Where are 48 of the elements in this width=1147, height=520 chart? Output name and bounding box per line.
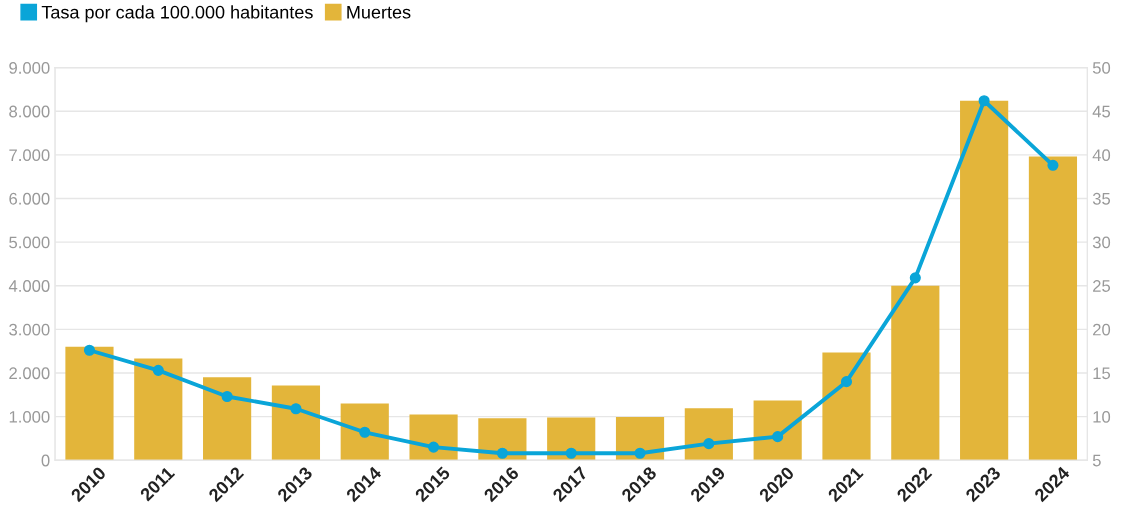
y-tick-label: 1.000 — [9, 410, 50, 423]
y2-tick-label: 15 — [1093, 367, 1111, 380]
y-tick-label: 7.000 — [9, 149, 50, 162]
legend-label: Muertes — [347, 5, 411, 19]
point — [359, 426, 371, 438]
y2-tick-label: 30 — [1092, 236, 1111, 249]
y-tick-label: 4.000 — [8, 280, 50, 292]
bar — [684, 408, 733, 461]
bar — [203, 377, 252, 461]
bar — [134, 358, 183, 461]
y-tick-label: 9.000 — [9, 62, 50, 74]
y-tick-label: 3.000 — [9, 323, 50, 336]
y2-tick-label: 50 — [1092, 62, 1111, 74]
y-tick-label: 2.000 — [9, 367, 50, 380]
point — [703, 438, 715, 450]
y-tick-label: 6.000 — [9, 192, 50, 205]
bar — [753, 400, 802, 461]
point — [634, 447, 646, 459]
point — [290, 403, 302, 415]
y2-tick-label: 45 — [1092, 105, 1111, 118]
bar — [340, 403, 389, 461]
point — [1047, 159, 1059, 171]
bar — [65, 346, 114, 461]
y-tick-label: 8.000 — [9, 105, 50, 118]
bar — [822, 352, 871, 461]
point — [428, 441, 440, 453]
point — [221, 390, 233, 403]
y2-tick-label: 5 — [1092, 454, 1101, 467]
y2-tick-label: 40 — [1092, 149, 1111, 162]
y2-tick-label: 20 — [1093, 323, 1111, 336]
y-tick-label: 0 — [41, 454, 50, 467]
point — [909, 272, 921, 284]
legend-label: Tasa por cada 100.000 habitantes — [41, 5, 313, 23]
bar — [1028, 156, 1078, 461]
point — [840, 376, 853, 388]
point — [772, 431, 784, 443]
bar — [271, 385, 321, 461]
y2-tick-label: 35 — [1092, 192, 1111, 205]
point — [83, 344, 96, 356]
point — [496, 447, 508, 459]
y2-tick-label: 25 — [1093, 280, 1111, 292]
point — [565, 447, 577, 459]
bar — [960, 100, 1009, 461]
point — [152, 364, 164, 376]
y2-tick-label: 10 — [1093, 410, 1111, 423]
bar — [891, 285, 940, 461]
y-tick-label: 5.000 — [9, 236, 50, 249]
point — [978, 95, 990, 107]
